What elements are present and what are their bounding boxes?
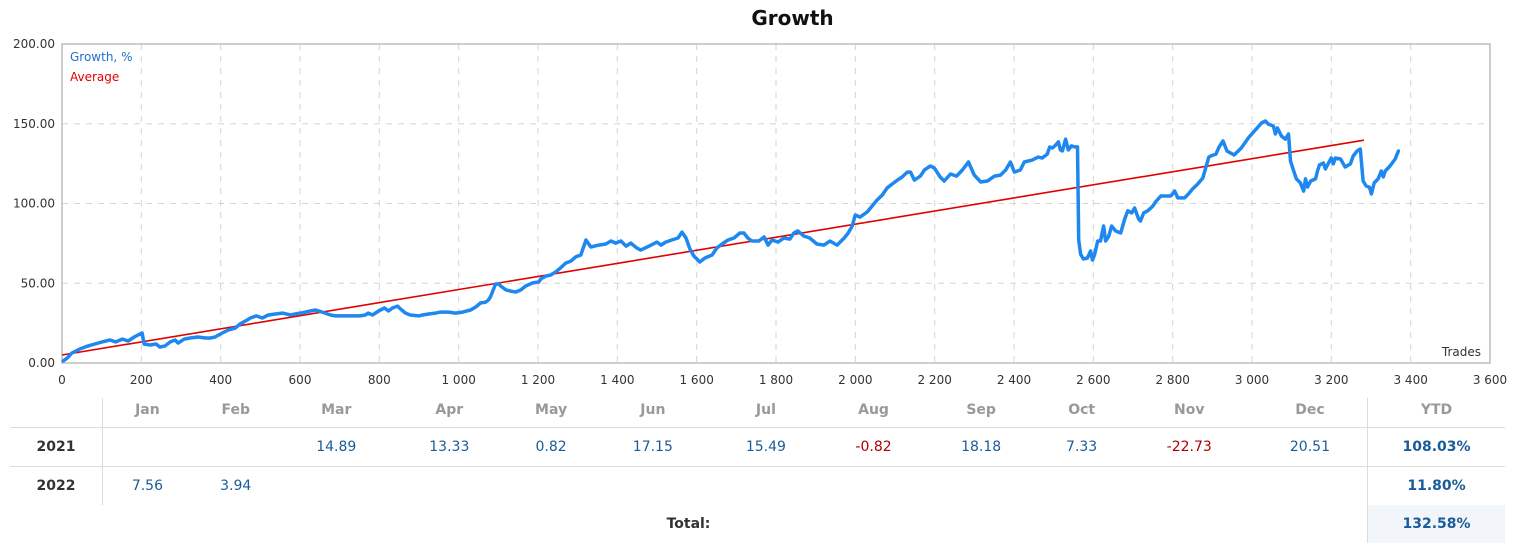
chart-title: Growth	[751, 6, 834, 30]
ytd-cell: 108.03%	[1367, 427, 1505, 467]
month-cell-may	[505, 466, 597, 505]
month-cell-mar: 14.89	[279, 427, 393, 467]
x-tick-label: 1 800	[759, 373, 793, 387]
chart-grid	[62, 44, 1490, 363]
month-cell-mar	[279, 466, 393, 505]
table-header-row: Jan Feb Mar Apr May Jun Jul Aug Sep Oct Nov Dec YTD	[10, 398, 1505, 428]
year-cell: 2021	[10, 427, 103, 467]
legend-average: Average	[70, 70, 119, 84]
x-tick-label: 600	[289, 373, 312, 387]
x-tick-label: 2 600	[1076, 373, 1110, 387]
monthly-returns-table: Jan Feb Mar Apr May Jun Jul Aug Sep Oct Nov Dec YTD …	[10, 398, 1505, 543]
ytd-header: YTD	[1367, 398, 1505, 428]
month-cell-oct	[1037, 466, 1126, 505]
x-tick-label: 2 400	[997, 373, 1031, 387]
y-tick-label: 150.00	[13, 117, 55, 131]
table-row-2022: 2022 7.56 3.94 11.80%	[10, 466, 1505, 505]
month-cell-apr	[392, 466, 506, 505]
month-cell-sep	[924, 466, 1038, 505]
month-cell-jan	[102, 427, 192, 467]
table-row-2021: 2021 14.89 13.33 0.82 17.15 15.49 -0.82 18.18 7.…	[10, 427, 1505, 467]
y-tick-label: 100.00	[13, 197, 55, 211]
month-header-nov: Nov	[1174, 402, 1205, 418]
month-cell-aug	[822, 466, 925, 505]
x-axis-title: Trades	[1441, 345, 1481, 359]
month-header-jul: Jul	[755, 402, 776, 418]
x-tick-label: 2 200	[917, 373, 951, 387]
month-header-sep: Sep	[966, 402, 996, 418]
average-line	[61, 139, 1365, 356]
x-tick-label: 3 000	[1235, 373, 1269, 387]
month-header-jan: Jan	[135, 402, 160, 418]
month-cell-dec	[1252, 466, 1368, 505]
month-cell-jul	[709, 466, 823, 505]
month-cell-nov	[1125, 466, 1253, 505]
x-tick-label: 400	[209, 373, 232, 387]
growth-chart: 0.00 50.00 100.00 150.00 200.00 0 200 400 600 80…	[13, 37, 1507, 387]
x-tick-label: 3 600	[1473, 373, 1507, 387]
month-cell-feb: 3.94	[191, 466, 280, 505]
year-column-header	[10, 398, 103, 428]
ytd-cell: 11.80%	[1367, 466, 1505, 505]
month-cell-jul: 15.49	[709, 427, 823, 467]
month-cell-may: 0.82	[505, 427, 597, 467]
total-value: 132.58%	[1367, 505, 1505, 543]
plot-area-border	[61, 43, 1491, 364]
y-tick-label: 0.00	[28, 356, 55, 370]
month-header-mar: Mar	[321, 402, 352, 418]
month-cell-jan: 7.56	[102, 466, 192, 505]
x-tick-label: 1 600	[679, 373, 713, 387]
month-header-dec: Dec	[1295, 402, 1325, 418]
month-header-apr: Apr	[435, 402, 464, 418]
x-tick-label: 2 000	[838, 373, 872, 387]
total-label: Total:	[666, 516, 711, 532]
month-header-oct: Oct	[1068, 402, 1096, 418]
month-header-aug: Aug	[858, 402, 889, 418]
x-tick-label: 3 200	[1314, 373, 1348, 387]
x-tick-label: 2 800	[1155, 373, 1189, 387]
growth-line	[61, 119, 1401, 363]
month-cell-aug: -0.82	[822, 427, 925, 467]
month-cell-feb	[191, 427, 280, 467]
total-row: Total: 132.58%	[10, 505, 1505, 543]
x-tick-label: 1 000	[441, 373, 475, 387]
x-tick-label: 3 400	[1393, 373, 1427, 387]
month-cell-jun	[596, 466, 710, 505]
month-header-may: May	[535, 402, 568, 418]
month-cell-sep: 18.18	[924, 427, 1038, 467]
x-tick-label: 1 200	[521, 373, 555, 387]
x-tick-label: 0	[58, 373, 66, 387]
month-cell-jun: 17.15	[596, 427, 710, 467]
y-axis-ticks: 0.00 50.00 100.00 150.00 200.00	[13, 37, 55, 370]
month-cell-oct: 7.33	[1037, 427, 1126, 467]
x-axis-ticks: 0 200 400 600 800 1 000 1 200 1 400 1 600 1 800 2 …	[58, 373, 1507, 387]
legend-growth: Growth, %	[70, 50, 132, 64]
month-header-jun: Jun	[640, 402, 666, 418]
year-cell: 2022	[10, 466, 103, 505]
x-tick-label: 200	[130, 373, 153, 387]
x-tick-label: 800	[368, 373, 391, 387]
month-header-feb: Feb	[221, 402, 251, 418]
y-tick-label: 50.00	[21, 276, 55, 290]
y-tick-label: 200.00	[13, 37, 55, 51]
month-cell-nov: -22.73	[1125, 427, 1253, 467]
x-tick-label: 1 400	[600, 373, 634, 387]
month-cell-apr: 13.33	[392, 427, 506, 467]
month-cell-dec: 20.51	[1252, 427, 1368, 467]
